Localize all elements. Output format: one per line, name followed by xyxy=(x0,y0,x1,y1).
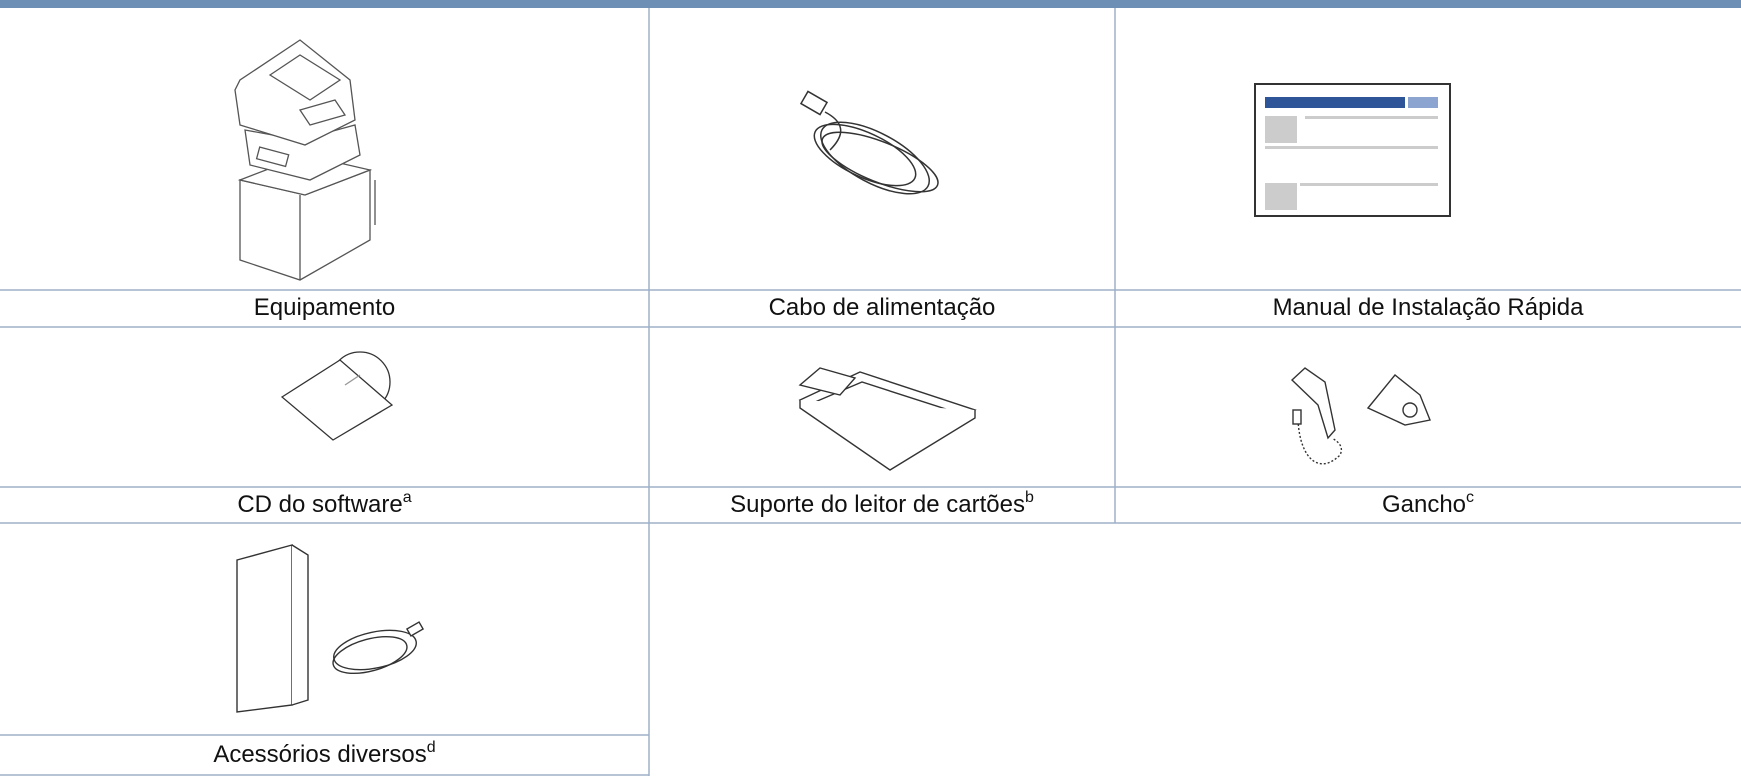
label-text: Equipamento xyxy=(253,294,396,321)
label-text: Suporte do leitor de cartões xyxy=(730,491,1025,518)
item-label: Suporte do leitor de cartõesb xyxy=(649,490,1115,520)
footnote-mark: b xyxy=(1024,489,1034,506)
footnote-mark: d xyxy=(426,739,436,756)
manual-illustration xyxy=(1254,83,1451,217)
footnote-mark: a xyxy=(402,489,412,506)
label-text: Acessórios diversos xyxy=(213,741,427,768)
cd-illustration xyxy=(280,351,394,441)
cable-illustration xyxy=(799,90,939,195)
printer-illustration xyxy=(234,39,376,281)
item-label: Cabo de alimentação xyxy=(649,293,1115,323)
footnote-mark: c xyxy=(1466,489,1475,506)
label-text: CD do software xyxy=(237,491,403,518)
label-text: Gancho xyxy=(1381,491,1467,518)
label-text: Cabo de alimentação xyxy=(768,294,996,321)
item-label: Acessórios diversosd xyxy=(0,740,649,770)
accessories-illustration xyxy=(236,544,425,713)
item-label: Manual de Instalação Rápida xyxy=(1115,293,1741,323)
tray-illustration xyxy=(798,367,977,471)
grid-lines xyxy=(0,8,1741,776)
item-label: Ganchoc xyxy=(1115,490,1741,520)
top-bar xyxy=(0,0,1741,8)
hook-illustration xyxy=(1290,367,1431,465)
item-label: CD do softwarea xyxy=(0,490,649,520)
label-text: Manual de Instalação Rápida xyxy=(1272,294,1584,321)
item-label: Equipamento xyxy=(0,293,649,323)
